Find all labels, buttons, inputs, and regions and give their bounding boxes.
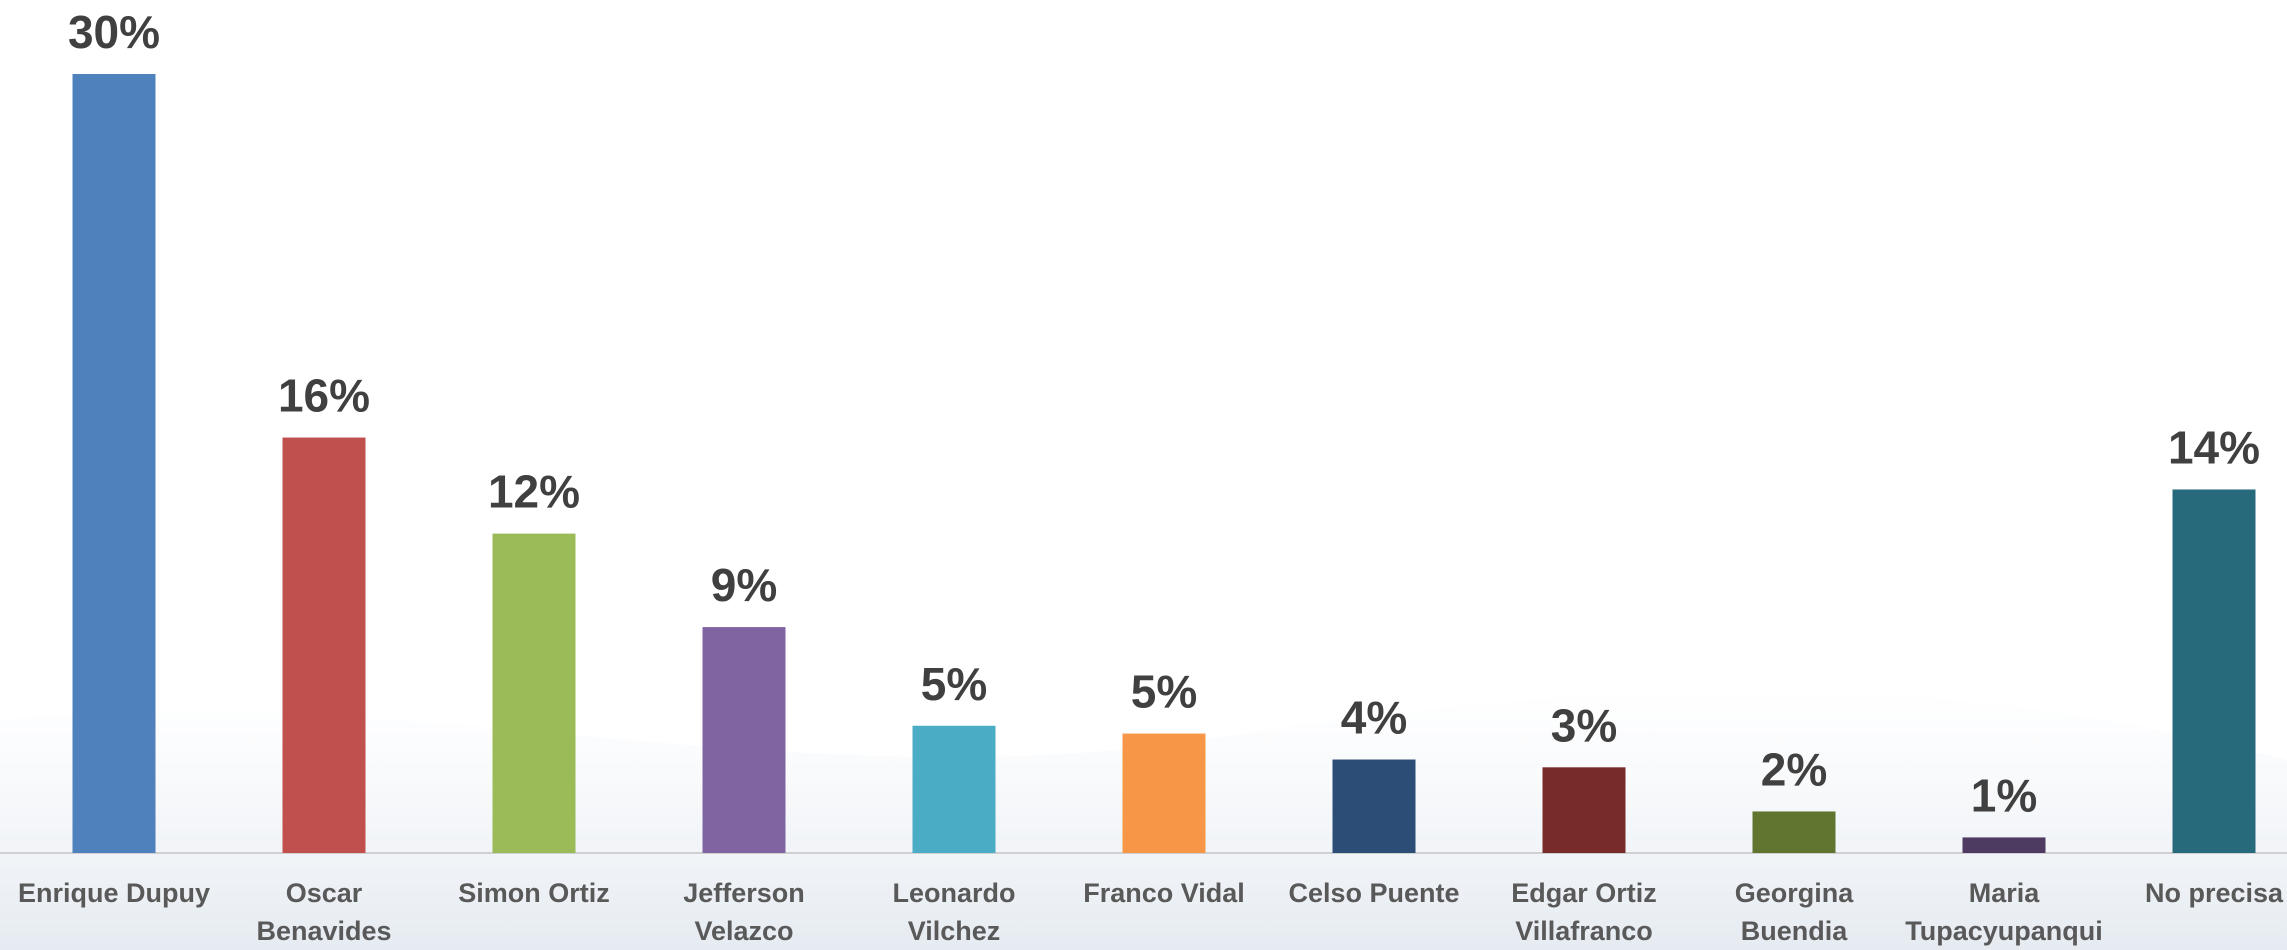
bar xyxy=(282,437,366,853)
x-tick-label: Leonardo Vilchez xyxy=(892,878,1016,946)
x-tick-label: No precisa xyxy=(2144,878,2284,908)
value-label: 12% xyxy=(488,466,580,518)
value-label: 2% xyxy=(1761,743,1827,795)
x-tick-label: Georgina Buendia xyxy=(1734,878,1854,946)
value-label: 1% xyxy=(1971,769,2037,821)
bar xyxy=(1542,767,1626,853)
x-tick-label: Maria Tupacyupanqui xyxy=(1905,878,2103,946)
x-tick-label: Enrique Dupuy xyxy=(17,878,210,908)
x-tick-label: Oscar Benavides xyxy=(256,878,392,946)
value-label: 3% xyxy=(1551,699,1617,751)
bar xyxy=(2172,489,2256,853)
bar xyxy=(1332,759,1416,853)
bar xyxy=(72,74,156,853)
x-tick-label: Jefferson Velazco xyxy=(683,878,805,946)
value-label: 5% xyxy=(1131,666,1197,718)
x-tick-label: Simon Ortiz xyxy=(458,878,610,908)
bar xyxy=(1122,733,1206,853)
bar xyxy=(492,533,576,853)
bar xyxy=(1962,837,2046,853)
bar xyxy=(1752,811,1836,853)
value-label: 5% xyxy=(921,658,987,710)
value-label: 4% xyxy=(1341,692,1407,744)
value-label: 9% xyxy=(711,559,777,611)
value-label: 14% xyxy=(2168,421,2260,473)
x-tick-label: Edgar Ortiz Villafranco xyxy=(1511,878,1657,946)
value-label: 30% xyxy=(68,6,160,58)
x-tick-label: Celso Puente xyxy=(1288,878,1460,908)
x-tick-label: Franco Vidal xyxy=(1083,878,1245,908)
bar xyxy=(912,725,996,853)
value-label: 16% xyxy=(278,370,370,422)
bar xyxy=(702,627,786,853)
